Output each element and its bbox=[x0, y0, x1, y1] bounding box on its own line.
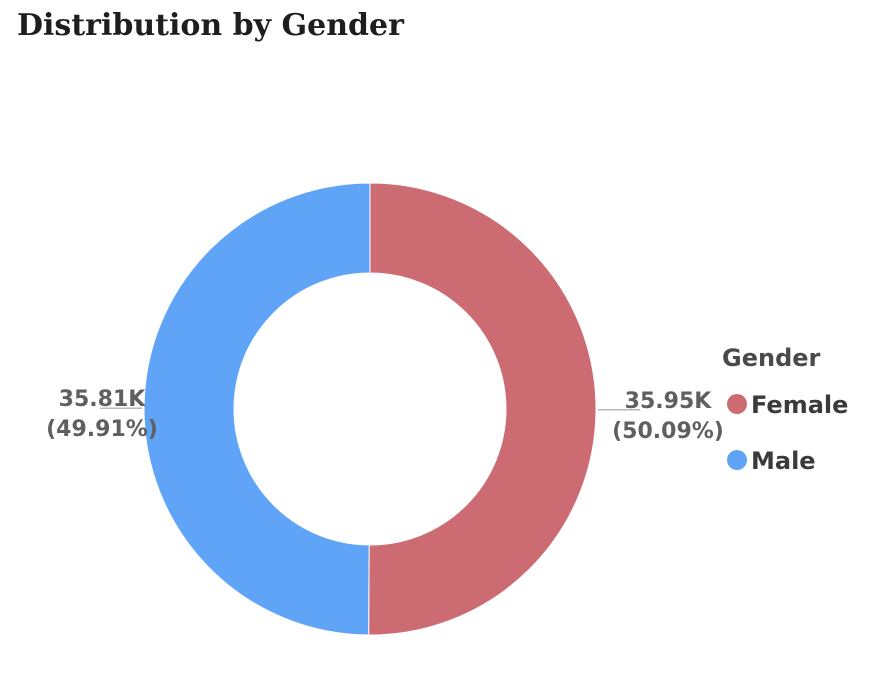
chart-title: Distribution by Gender bbox=[17, 8, 404, 43]
legend-marker-male bbox=[727, 450, 747, 470]
donut-slice-male[interactable] bbox=[143, 182, 371, 636]
legend-label-female[interactable]: Female bbox=[751, 391, 848, 419]
legend: Gender Female Male bbox=[722, 344, 848, 475]
data-label-percent-female: (50.09%) bbox=[612, 419, 724, 444]
donut-slices bbox=[143, 182, 597, 636]
legend-title: Gender bbox=[722, 344, 821, 372]
data-label-value-female: 35.95K bbox=[625, 389, 713, 414]
data-label-value-male: 35.81K bbox=[59, 387, 147, 412]
data-label-percent-male: (49.91%) bbox=[46, 417, 158, 442]
legend-marker-female bbox=[727, 394, 747, 414]
donut-slice-female[interactable] bbox=[368, 182, 597, 636]
data-labels: 35.95K (50.09%) 35.81K (49.91%) bbox=[46, 387, 724, 444]
legend-label-male[interactable]: Male bbox=[751, 447, 816, 475]
